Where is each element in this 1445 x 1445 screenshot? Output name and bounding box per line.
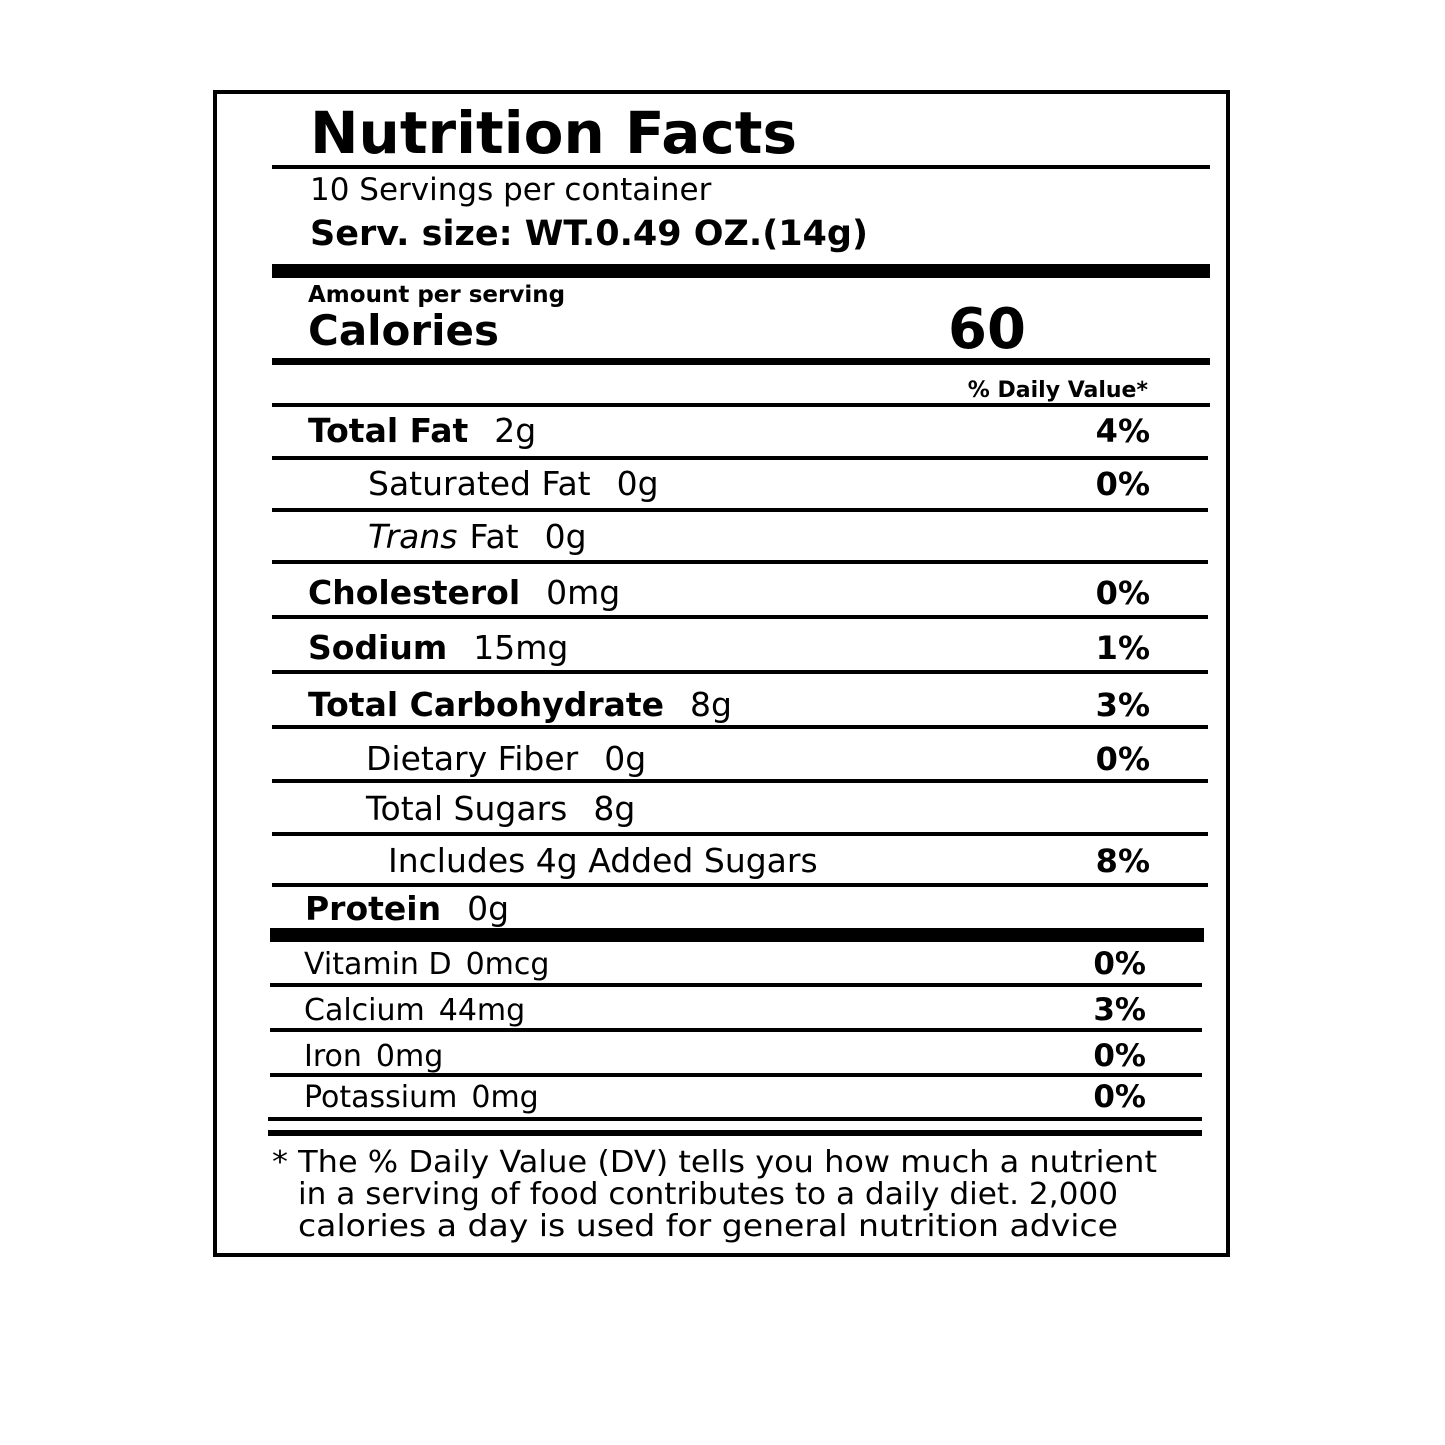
footnote-line: calories a day is used for general nutri… xyxy=(298,1209,1118,1244)
nutrient-name: Total Fat xyxy=(308,411,469,450)
nutrient-amount: 8g xyxy=(593,789,635,828)
vitamin-name: Calcium xyxy=(304,993,425,1028)
nutrient-dv: 3% xyxy=(1096,686,1150,724)
nutrient-name: Dietary Fiber xyxy=(366,739,579,778)
vitamin-dv: 0% xyxy=(1093,946,1146,982)
nutrient-amount: 0g xyxy=(617,464,659,503)
nutrient-dv: 0% xyxy=(1096,574,1150,612)
nutrient-row: Includes 4g Added Sugars xyxy=(388,841,818,880)
vitamin-amount: 0mg xyxy=(376,1039,443,1074)
nutrient-dv: 8% xyxy=(1096,842,1150,880)
rule xyxy=(272,165,1210,169)
nutrient-amount: 0mg xyxy=(546,573,620,612)
vitamin-row: Vitamin D 0mcg xyxy=(304,947,549,982)
vitamin-row: Calcium 44mg xyxy=(304,993,525,1028)
vitamin-dv: 0% xyxy=(1093,1038,1146,1074)
title: Nutrition Facts xyxy=(310,99,797,167)
nutrient-row: Protein 0g xyxy=(305,889,509,928)
nutrient-amount: 2g xyxy=(494,411,536,450)
nutrient-name: Cholesterol xyxy=(308,573,520,612)
rule xyxy=(268,1130,1202,1136)
vitamin-name: Vitamin D xyxy=(304,947,452,982)
nutrient-name: Total Sugars xyxy=(365,789,567,828)
footnote-line: * The % Daily Value (DV) tells you how m… xyxy=(272,1145,1157,1180)
rule xyxy=(270,1028,1202,1032)
nutrient-name: Total Carbohydrate xyxy=(308,685,664,724)
rule xyxy=(272,883,1208,887)
rule xyxy=(272,456,1208,460)
nutrient-amount: 15mg xyxy=(473,628,568,667)
nutrient-name: Protein xyxy=(305,889,441,928)
calories-label: Calories xyxy=(308,306,499,355)
vitamin-row: Potassium 0mg xyxy=(304,1080,539,1115)
nutrient-dv: 0% xyxy=(1096,465,1150,503)
nutrient-row: Total Carbohydrate 8g xyxy=(308,685,732,724)
serving-size: Serv. size: WT.0.49 OZ.(14g) xyxy=(310,214,868,254)
vitamin-amount: 0mg xyxy=(471,1080,538,1115)
rule xyxy=(272,403,1210,407)
medium-rule xyxy=(272,358,1210,365)
nutrient-name: Fat xyxy=(470,517,519,556)
daily-value-header: % Daily Value* xyxy=(968,378,1149,403)
nutrient-amount: 0g xyxy=(467,889,509,928)
nutrient-amount: 0g xyxy=(545,517,587,556)
footnote-line: in a serving of food contributes to a da… xyxy=(298,1177,1118,1212)
rule xyxy=(272,725,1208,729)
nutrient-amount: 8g xyxy=(690,685,732,724)
vitamin-row: Iron 0mg xyxy=(304,1039,443,1074)
nutrient-row: Trans Fat 0g xyxy=(368,517,587,556)
rule xyxy=(272,615,1208,619)
nutrient-amount: 0g xyxy=(604,739,646,778)
nutrient-name: Sodium xyxy=(308,628,447,667)
nutrient-dv: 0% xyxy=(1096,740,1150,778)
vitamin-name: Iron xyxy=(304,1039,362,1074)
rule xyxy=(272,779,1208,783)
nutrient-row: Total Sugars 8g xyxy=(365,789,635,828)
nutrient-row: Cholesterol 0mg xyxy=(308,573,620,612)
rule xyxy=(272,508,1208,512)
thick-rule xyxy=(270,928,1204,942)
nutrient-name: Saturated Fat xyxy=(368,464,591,503)
nutrient-row: Dietary Fiber 0g xyxy=(366,739,646,778)
vitamin-amount: 0mcg xyxy=(466,947,550,982)
nutrient-name-italic: Trans xyxy=(368,517,458,556)
amount-per-serving: Amount per serving xyxy=(308,282,565,308)
rule xyxy=(270,983,1202,987)
rule xyxy=(270,1073,1202,1077)
nutrient-row: Total Fat 2g xyxy=(308,411,536,450)
servings: 10 Servings per container xyxy=(310,172,712,208)
nutrient-row: Saturated Fat 0g xyxy=(368,464,659,503)
vitamin-dv: 0% xyxy=(1093,1079,1146,1115)
nutrient-dv: 4% xyxy=(1096,412,1150,450)
nutrient-dv: 1% xyxy=(1096,629,1150,667)
rule xyxy=(272,670,1208,674)
vitamin-amount: 44mg xyxy=(439,993,525,1028)
nutrient-name: Includes 4g Added Sugars xyxy=(388,841,818,880)
calories-value: 60 xyxy=(948,297,1026,362)
nutrient-row: Sodium 15mg xyxy=(308,628,568,667)
vitamin-name: Potassium xyxy=(304,1080,457,1115)
rule xyxy=(268,1117,1202,1121)
thick-rule xyxy=(272,264,1210,278)
rule xyxy=(272,560,1208,564)
rule xyxy=(272,832,1208,836)
vitamin-dv: 3% xyxy=(1093,992,1146,1028)
